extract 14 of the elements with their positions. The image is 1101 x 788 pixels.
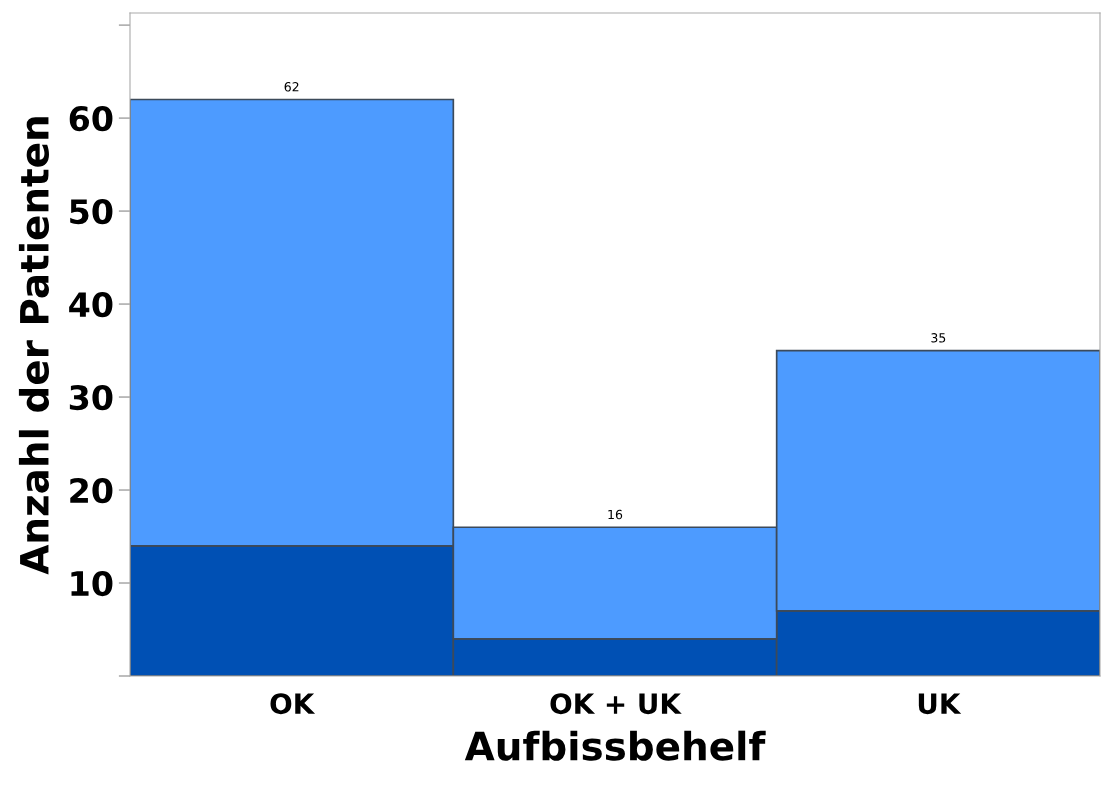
y-tick-label: 10 bbox=[71, 570, 113, 597]
total-label: 62 bbox=[284, 82, 299, 92]
y-tick-label: 30 bbox=[69, 384, 113, 411]
x-tick-label: OK bbox=[270, 693, 316, 715]
y-tick-label: 40 bbox=[69, 291, 113, 318]
y-axis-title: Anzahl der Patienten bbox=[18, 117, 49, 575]
y-tick-label: 50 bbox=[70, 198, 113, 225]
x-tick-label: UK bbox=[918, 693, 962, 715]
y-tick-label: 20 bbox=[70, 477, 113, 504]
y-tick-label: 60 bbox=[69, 106, 113, 132]
x-axis-title: Aufbissbehelf bbox=[464, 730, 766, 761]
total-label: 16 bbox=[608, 509, 623, 520]
total-label: 35 bbox=[931, 333, 946, 343]
x-tick-label: OK + UK bbox=[550, 693, 682, 715]
